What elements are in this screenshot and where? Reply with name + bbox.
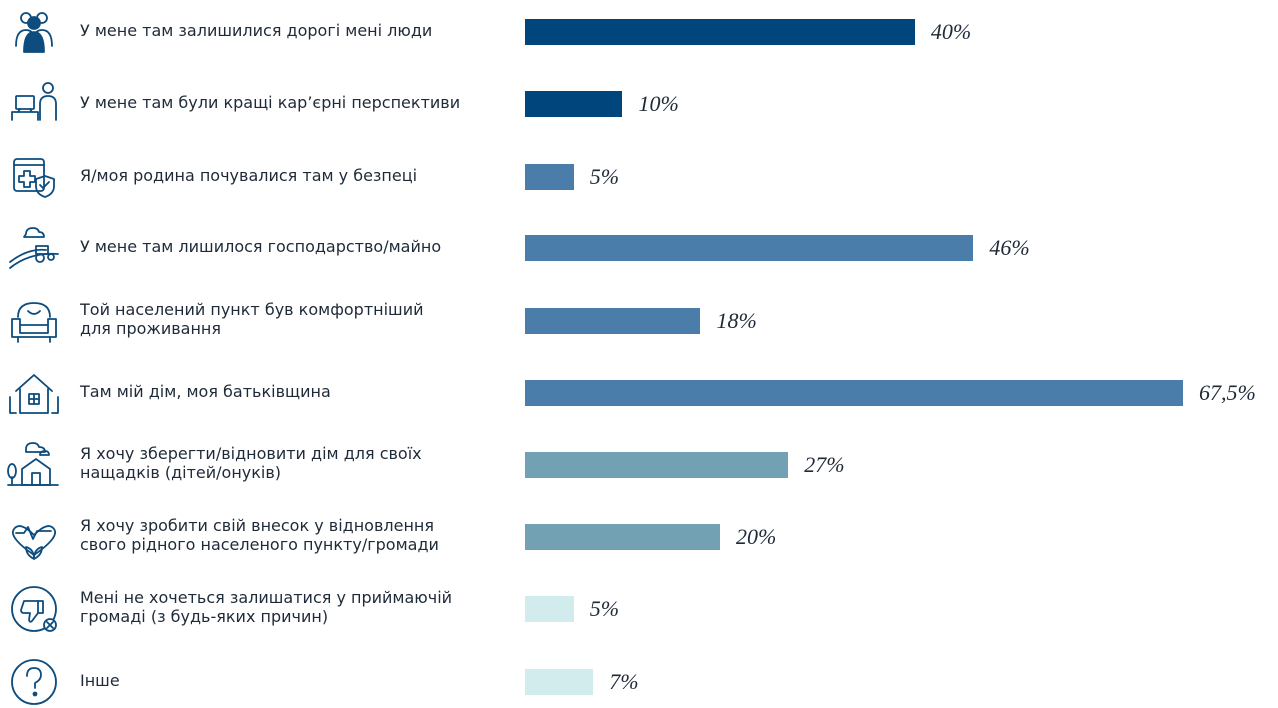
data-label: 40% xyxy=(930,19,972,44)
category-label: У мене там залишилися дорогі мені люди xyxy=(80,20,433,40)
people-group-icon xyxy=(6,6,62,58)
thumbs-down-icon xyxy=(6,583,62,635)
bar xyxy=(525,452,789,478)
data-label: 20% xyxy=(735,524,777,549)
bar xyxy=(525,380,1183,406)
category-label: Я/моя родина почувалися там у безпеці xyxy=(80,165,418,185)
bar xyxy=(525,524,720,550)
category-label: Я хочу зберегти/відновити дім для своїх … xyxy=(80,444,422,482)
data-label: 67,5% xyxy=(1199,380,1256,405)
category-label: У мене там були кращі кар’єрні перспекти… xyxy=(80,92,461,112)
bar xyxy=(525,164,574,190)
data-label: 18% xyxy=(716,308,757,333)
house-icon xyxy=(6,367,62,419)
data-label: 27% xyxy=(804,452,845,477)
bar xyxy=(525,308,701,334)
question-icon xyxy=(6,656,62,708)
office-worker-icon xyxy=(6,78,62,130)
family-home-icon xyxy=(6,439,62,491)
category-label: Інше xyxy=(80,670,120,690)
medical-shield-icon xyxy=(6,151,62,203)
data-label: 10% xyxy=(638,91,679,116)
category-label: Я хочу зробити свій внесок у відновлення… xyxy=(80,516,439,554)
data-label: 46% xyxy=(989,235,1030,260)
bar xyxy=(525,19,915,45)
bar xyxy=(525,235,974,261)
bar xyxy=(525,91,623,117)
category-label: У мене там лишилося господарство/майно xyxy=(80,236,442,256)
bar xyxy=(525,669,594,695)
bar xyxy=(525,596,574,622)
category-label: Той населений пункт був комфортніший для… xyxy=(80,300,424,338)
data-label: 7% xyxy=(609,669,639,694)
data-label: 5% xyxy=(589,164,620,189)
armchair-icon xyxy=(6,295,62,347)
heart-lotus-icon xyxy=(6,511,62,563)
category-label: Мені не хочеться залишатися у приймаючій… xyxy=(80,588,453,626)
category-label: Там мій дім, моя батьківщина xyxy=(80,381,331,401)
farm-tractor-icon xyxy=(6,222,62,274)
data-label: 5% xyxy=(589,596,620,621)
